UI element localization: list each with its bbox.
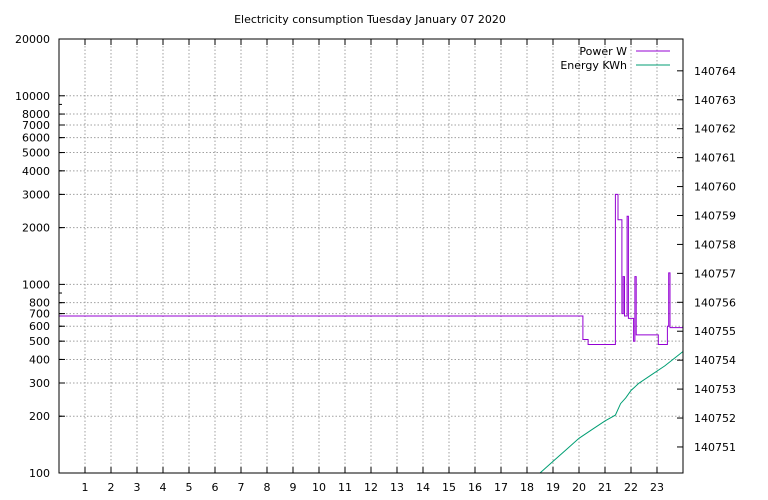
y-left-tick-label: 500 <box>29 335 50 348</box>
y-left-tick-label: 2000 <box>22 222 50 235</box>
x-tick-label: 9 <box>290 481 297 494</box>
y-left-tick-label: 1000 <box>22 278 50 291</box>
x-tick-label: 11 <box>338 481 352 494</box>
series-line-0 <box>59 193 683 345</box>
y-right-tick-label: 140762 <box>694 123 736 136</box>
x-tick-label: 5 <box>186 481 193 494</box>
y-right-tick-label: 140756 <box>694 296 736 309</box>
y-left-tick-label: 700 <box>29 308 50 321</box>
x-tick-label: 8 <box>264 481 271 494</box>
y-right-tick-label: 140757 <box>694 267 736 280</box>
y-right-tick-label: 140763 <box>694 94 736 107</box>
x-tick-label: 19 <box>546 481 560 494</box>
y-right-tick-label: 140759 <box>694 209 736 222</box>
x-tick-label: 23 <box>650 481 664 494</box>
y-left-tick-label: 100 <box>29 467 50 480</box>
x-tick-label: 16 <box>468 481 482 494</box>
x-tick-label: 3 <box>134 481 141 494</box>
x-tick-label: 10 <box>312 481 326 494</box>
y-left-tick-label: 200 <box>29 410 50 423</box>
y-left-tick-label: 20000 <box>15 33 50 46</box>
y-right-tick-label: 140751 <box>694 441 736 454</box>
x-tick-label: 22 <box>624 481 638 494</box>
x-tick-label: 17 <box>494 481 508 494</box>
y-left-tick-label: 7000 <box>22 119 50 132</box>
grid-lines <box>59 39 683 473</box>
x-tick-label: 12 <box>364 481 378 494</box>
y-right-tick-label: 140753 <box>694 383 736 396</box>
x-tick-label: 20 <box>572 481 586 494</box>
legend-label: Power W <box>579 45 627 58</box>
y-left-tick-label: 800 <box>29 297 50 310</box>
y-right-tick-label: 140761 <box>694 152 736 165</box>
x-tick-label: 7 <box>238 481 245 494</box>
y-left-tick-label: 5000 <box>22 147 50 160</box>
y-left-tick-label: 4000 <box>22 165 50 178</box>
x-tick-label: 14 <box>416 481 430 494</box>
x-tick-label: 6 <box>212 481 219 494</box>
x-tick-label: 2 <box>108 481 115 494</box>
y-left-tick-label: 10000 <box>15 90 50 103</box>
y-left-tick-label: 300 <box>29 377 50 390</box>
series-group <box>59 193 683 473</box>
y-left-tick-label: 6000 <box>22 132 50 145</box>
y-right-tick-label: 140760 <box>694 181 736 194</box>
y-left-tick-label: 400 <box>29 353 50 366</box>
x-tick-label: 13 <box>390 481 404 494</box>
chart-title: Electricity consumption Tuesday January … <box>234 13 506 26</box>
x-tick-label: 4 <box>160 481 167 494</box>
y-right-tick-label: 140754 <box>694 354 736 367</box>
series-line-1 <box>539 351 683 473</box>
x-tick-label: 15 <box>442 481 456 494</box>
y-left-tick-label: 3000 <box>22 188 50 201</box>
y-left-tick-label: 600 <box>29 320 50 333</box>
y-left-tick-label: 8000 <box>22 108 50 121</box>
x-tick-label: 18 <box>520 481 534 494</box>
y-right-tick-label: 140755 <box>694 325 736 338</box>
y-right-tick-label: 140764 <box>694 65 736 78</box>
x-tick-label: 21 <box>598 481 612 494</box>
y-right-tick-label: 140758 <box>694 238 736 251</box>
x-tick-label: 1 <box>82 481 89 494</box>
y-right-tick-label: 140752 <box>694 412 736 425</box>
axis-ticks: 1 2 3 4 5 6 7 8 9 10 11 12 13 14 15 16 17 18 19 20 21 22 23100… <box>15 33 736 494</box>
legend-label: Energy KWh <box>560 59 627 72</box>
